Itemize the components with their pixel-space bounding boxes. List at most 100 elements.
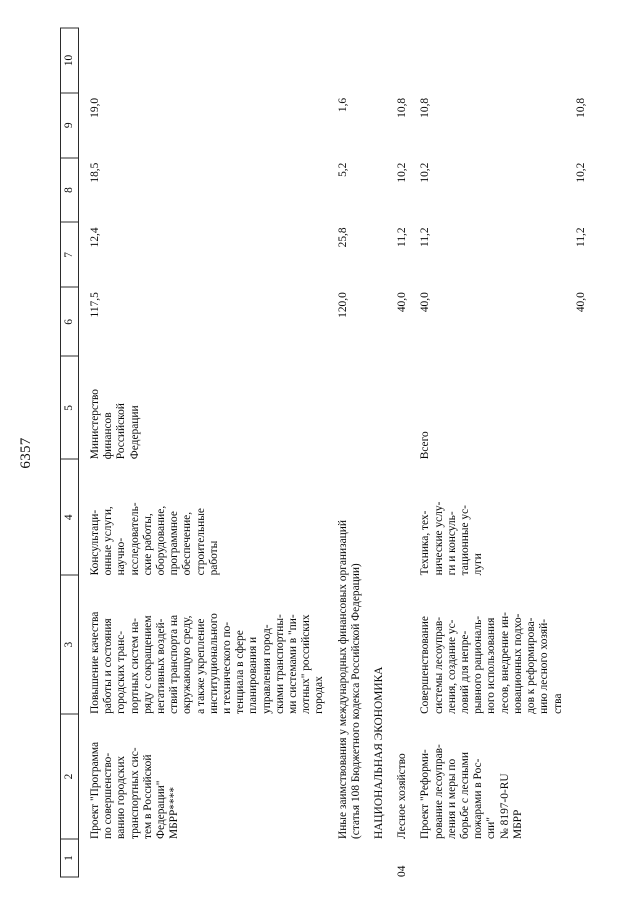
cell-text-line: по совершенство- [102,752,115,839]
cell-text-line: исследователь- [128,501,141,575]
table-row: Проект "Реформи-рование лесоуправ-ления … [418,28,564,877]
cell-text-line: № 8197-0-RU [498,772,511,839]
table-cell-col5 [395,356,409,459]
table-cell-col3: Повышение качества работы и состояния горо… [88,575,327,714]
table-cell-col10 [418,28,564,93]
table-row: НАЦИОНАЛЬНАЯ ЭКОНОМИКА [372,28,386,877]
budget-table: 1 2 3 4 5 6 7 8 9 10 Проект "Программа по совершенс… [60,27,588,877]
table-cell-col6: 120,0 [336,291,349,318]
row-spacer [409,28,418,877]
cell-text-line: Федерации" [155,780,168,839]
table-cell-col4: Консультаци-онные услуги, научно-исследов… [88,459,327,575]
table-cell-col2: Проект "Программа по совершенство-ванию г… [88,713,327,838]
cell-text-line: Повышение качества [89,611,101,714]
cell-text-line: финансов [102,411,115,459]
cell-text-line: лесов, внедрение ин- [498,611,511,714]
table-cell-col6: 40,0 [419,291,432,312]
page-number: 6357 [18,436,34,469]
cell-text-line: управления город- [260,623,273,714]
cell-text-line: Всего [419,430,432,459]
cell-text-line: оборудование, [155,505,168,575]
table-cell-col8: 18,5 [89,162,101,183]
table-cell-col7: 11,2 [396,226,409,247]
cell-text-line: МБРР**** [168,786,181,839]
cell-text-line: Иные заимствования у международных финан… [336,519,349,839]
cell-text-line: научно- [115,537,128,575]
cell-text-line: борьбе с лесными [459,751,472,839]
row-spacer [79,28,89,877]
column-number-cell: 3 [60,574,79,714]
table-cell-col7: 25,8 [336,226,349,247]
table-cell-col4 [574,459,588,575]
cell-text-block: Техника, тех-нические услу-ги и консуль-… [419,464,485,575]
table-cell-col3 [395,575,409,714]
table-cell-col5 [574,356,588,459]
table-cell-col8: 10,2 [419,162,432,183]
row-spacer [565,28,574,877]
column-number-cell: 7 [60,221,79,287]
cell-text-line: системы лесоуправ- [432,616,445,714]
table-cell-col8: 10,2 [574,162,587,183]
cell-text-line: городах [313,675,326,714]
cell-text-line: ряду с сокращением [141,614,154,714]
cell-text-line: работы [207,540,220,575]
table-cell-col9: 1,6 [336,97,349,112]
table-cell-col4: Техника, тех-нические услу-ги и консуль-… [418,459,564,575]
cell-text-line: строительные [194,507,207,575]
cell-text-block: Проект "Программа по совершенство-ванию г… [89,718,181,838]
cell-text-block: Иные заимствования у международных финан… [336,519,363,839]
table-cell-col1 [372,839,386,877]
table-cell-col6: 40,0 [574,291,587,312]
row-spacer [363,28,372,877]
column-number-cell: 10 [60,27,79,93]
table-cell-col3 [574,575,588,714]
cell-text-line: Техника, тех- [419,510,432,575]
cell-text-line: тем в Российской [141,754,154,839]
table-cell-col1 [88,839,327,877]
table-cell-col1: 04 [396,865,409,877]
cell-text-line: нические услу- [432,501,445,575]
cell-text-line: сии" [485,816,498,839]
cell-text-line: Министерство [89,388,101,459]
column-number-cell: 6 [60,286,79,356]
table-cell-col7: 11,2 [419,226,432,247]
table-cell-col1 [418,839,564,877]
table-cell-col5: Министерство финансов Российской Федерации [88,356,327,459]
column-number-cell: 4 [60,458,79,575]
table-cell-col5 [336,356,363,459]
table-cell-col10 [372,28,386,93]
cell-text-line: дов к реформирова- [525,617,538,714]
cell-text-line: Российской [115,402,128,459]
cell-text-block: Проект "Реформи-рование лесоуправ-ления … [419,718,525,839]
cell-text-line: ские работы, [141,512,154,575]
table-cell-col7: 11,2 [574,226,587,247]
cell-text-block: Министерство финансов Российской Федерации [89,361,142,459]
table-cell-col2: НАЦИОНАЛЬНАЯ ЭКОНОМИКА [372,666,386,838]
cell-text-line: ми системами в "пи- [287,613,300,714]
cell-text-line: рование лесоуправ- [432,743,445,839]
cell-text-line: онные услуги, [102,505,115,575]
cell-text-line: институционального [207,612,220,714]
row-spacer [386,28,395,877]
column-number-cell: 8 [60,157,79,222]
table-cell-col3: Совершенствование системы лесоуправ-ления… [418,575,564,714]
cell-text-line: рывного рациональ- [472,615,485,714]
table-cell-col4 [395,459,409,575]
cell-text-line: ствий транспорта на [168,614,181,714]
cell-text-line: новационных подхо- [511,613,524,714]
table-cell-col9: 10,8 [396,97,409,118]
table-cell-col2: Проект "Реформи-рование лесоуправ-ления … [418,713,564,839]
column-number-cell: 9 [60,92,79,158]
table-cell-col10 [88,28,327,93]
cell-text-line: нию лесного хозяй- [538,618,551,714]
cell-text-block: Повышение качества работы и состояния горо… [89,580,327,714]
cell-text-line: ного использования [485,617,498,714]
cell-text-line: Федерации [128,404,141,459]
cell-text-line: ванию городских [115,755,128,839]
cell-text-line: негативных воздей- [155,618,168,714]
column-number-cell: 5 [60,355,79,459]
table-row: Проект "Программа по совершенство-ванию г… [88,28,327,877]
cell-text-line: МБРР [511,809,524,839]
cell-text-line: планирования и [247,636,260,714]
